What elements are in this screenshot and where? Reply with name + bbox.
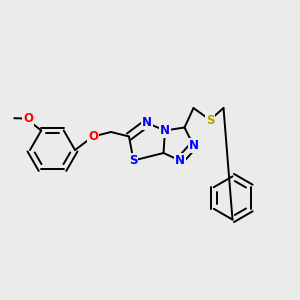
- Text: N: N: [188, 139, 199, 152]
- Text: N: N: [175, 154, 185, 167]
- Text: S: S: [206, 113, 214, 127]
- Text: S: S: [129, 154, 138, 167]
- Text: O: O: [23, 112, 33, 125]
- Text: N: N: [142, 116, 152, 130]
- Text: O: O: [88, 130, 98, 143]
- Text: N: N: [160, 124, 170, 137]
